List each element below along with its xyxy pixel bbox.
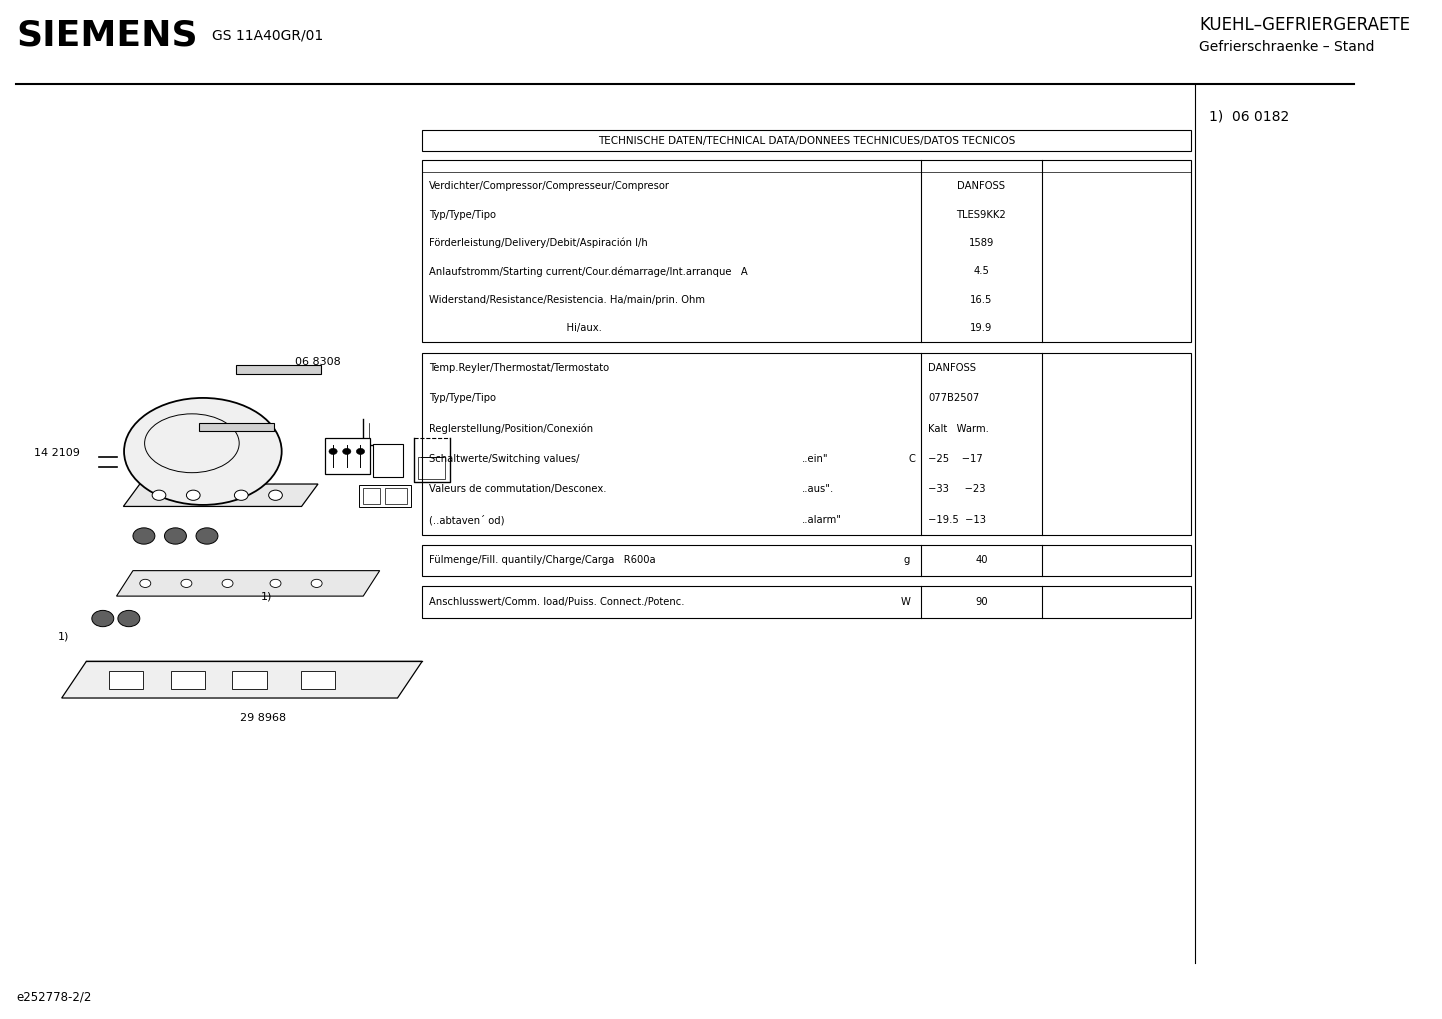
Text: 19.9: 19.9 [970,323,992,333]
Text: 15 1055: 15 1055 [363,497,408,507]
Bar [423,545,1191,576]
Text: 90: 90 [975,597,988,606]
Bar [363,488,379,504]
Text: −25    −17: −25 −17 [929,454,982,464]
Text: ..ein": ..ein" [802,454,829,464]
Bar [170,671,205,689]
Text: KUEHL–GEFRIERGERAETE: KUEHL–GEFRIERGERAETE [1200,16,1410,35]
Text: g: g [904,555,910,566]
Circle shape [196,528,218,544]
Polygon shape [124,484,319,506]
Circle shape [92,610,114,627]
Text: 06 8308: 06 8308 [294,357,340,367]
Text: 40: 40 [975,555,988,566]
Text: (..abtaven´ od): (..abtaven´ od) [430,515,505,525]
Text: ..aus".: ..aus". [802,484,833,494]
Bar [373,444,402,477]
Circle shape [268,490,283,500]
Bar [423,353,1191,535]
Circle shape [133,528,154,544]
Text: W: W [900,597,910,606]
Text: Anschlusswert/Comm. load/Puiss. Connect./Potenc.: Anschlusswert/Comm. load/Puiss. Connect.… [430,597,685,606]
Text: −19.5  −13: −19.5 −13 [929,515,986,525]
Circle shape [343,448,350,454]
Circle shape [186,490,200,500]
Text: GS 11A40GR/01: GS 11A40GR/01 [212,29,323,43]
Text: ..alarm": ..alarm" [802,515,842,525]
Bar [199,423,274,431]
Text: Hi/aux.: Hi/aux. [430,323,601,333]
Text: Gefrierschraenke – Stand: Gefrierschraenke – Stand [1200,40,1374,54]
Circle shape [270,579,281,588]
Circle shape [235,490,248,500]
Circle shape [180,579,192,588]
Text: Typ/Type/Tipo: Typ/Type/Tipo [430,393,496,404]
Circle shape [153,490,166,500]
Bar [110,671,143,689]
Circle shape [329,448,337,454]
Text: 16.5: 16.5 [970,294,992,305]
Polygon shape [117,571,379,596]
Bar [418,457,446,479]
Text: 1): 1) [261,591,271,601]
Polygon shape [62,661,423,698]
Text: 077B2507: 077B2507 [929,393,979,404]
Text: e252778-2/2: e252778-2/2 [16,990,92,1003]
Bar [423,160,1191,342]
Circle shape [164,528,186,544]
Text: Anlaufstromm/Starting current/Cour.démarrage/Int.arranque   A: Anlaufstromm/Starting current/Cour.démar… [430,266,748,277]
Text: −33     −23: −33 −23 [929,484,985,494]
Text: Verdichter/Compressor/Compresseur/Compresor: Verdichter/Compressor/Compresseur/Compre… [430,181,671,192]
Text: 1): 1) [58,632,69,642]
Bar [235,365,320,374]
Text: Kalt   Warm.: Kalt Warm. [929,424,989,433]
Text: Valeurs de commutation/Desconex.: Valeurs de commutation/Desconex. [430,484,607,494]
Circle shape [222,579,234,588]
Text: Schaltwerte/Switching values/: Schaltwerte/Switching values/ [430,454,580,464]
Bar [385,488,407,504]
Text: Widerstand/Resistance/Resistencia. Ha/main/prin. Ohm: Widerstand/Resistance/Resistencia. Ha/ma… [430,294,705,305]
Text: Reglerstellung/Position/Conexión: Reglerstellung/Position/Conexión [430,423,593,434]
Text: 29 8968: 29 8968 [239,713,286,723]
Bar [324,438,371,474]
Ellipse shape [124,398,281,504]
Circle shape [118,610,140,627]
Text: SIEMENS: SIEMENS [16,18,198,53]
Text: DANFOSS: DANFOSS [929,363,976,373]
Text: Fülmenge/Fill. quantily/Charge/Carga   R600a: Fülmenge/Fill. quantily/Charge/Carga R60… [430,555,656,566]
Circle shape [356,448,365,454]
Text: Typ/Type/Tipo: Typ/Type/Tipo [430,210,496,220]
Text: Temp.Reyler/Thermostat/Termostato: Temp.Reyler/Thermostat/Termostato [430,363,609,373]
Text: 1589: 1589 [969,238,994,248]
Bar [359,485,411,507]
Text: TLES9KK2: TLES9KK2 [956,210,1007,220]
Bar [232,671,267,689]
Text: 4.5: 4.5 [973,267,989,276]
Bar [423,586,1191,618]
Text: TECHNISCHE DATEN/TECHNICAL DATA/DONNEES TECHNICUES/DATOS TECNICOS: TECHNISCHE DATEN/TECHNICAL DATA/DONNEES … [598,136,1015,146]
Text: DANFOSS: DANFOSS [957,181,1005,192]
Text: Förderleistung/Delivery/Debit/Aspiración l/h: Förderleistung/Delivery/Debit/Aspiración… [430,237,647,249]
Circle shape [140,579,151,588]
Bar [423,130,1191,151]
Text: 1)  06 0182: 1) 06 0182 [1208,109,1289,123]
Text: C: C [908,454,916,464]
Text: 06 8308: 06 8308 [226,428,273,438]
Bar [301,671,335,689]
Circle shape [311,579,322,588]
Text: 14 2109: 14 2109 [35,448,81,459]
